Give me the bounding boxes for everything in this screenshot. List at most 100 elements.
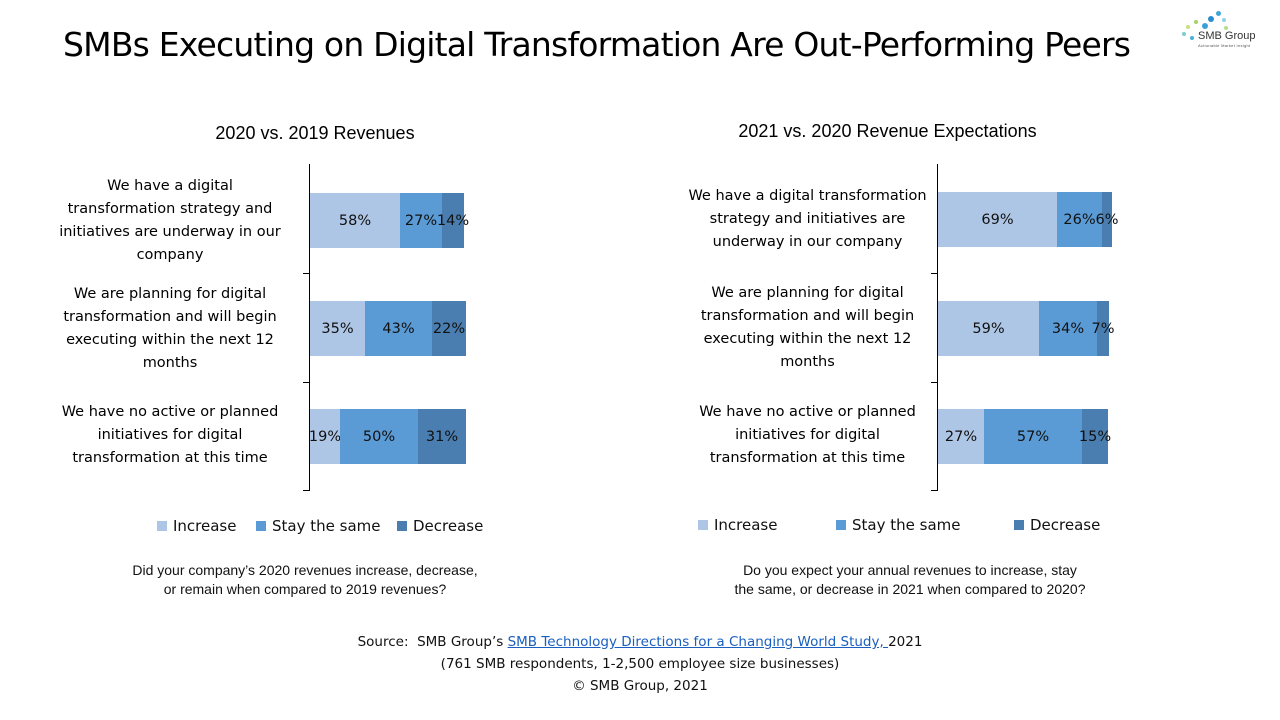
right-y-axis bbox=[937, 164, 938, 491]
legend-label: Decrease bbox=[413, 517, 484, 535]
data-label: 19% bbox=[308, 428, 342, 445]
left-bar-increase: 58% bbox=[310, 193, 400, 248]
left-bar-decrease: 31% bbox=[418, 409, 466, 464]
legend-label: Decrease bbox=[1030, 516, 1101, 534]
left-category-label: We are planning for digital transformati… bbox=[40, 283, 300, 375]
logo-dot bbox=[1208, 16, 1214, 22]
logo-text: SMB Group bbox=[1198, 30, 1256, 42]
logo-dot bbox=[1216, 11, 1221, 16]
right-bar-stay-same: 57% bbox=[984, 409, 1082, 464]
right-category-label: We have no active or planned initiatives… bbox=[665, 401, 950, 470]
label-line: transformation and will begin bbox=[63, 309, 277, 325]
question-line: Did your company’s 2020 revenues increas… bbox=[132, 562, 478, 578]
left-axis-tick bbox=[303, 273, 309, 274]
slide-title: SMBs Executing on Digital Transformation… bbox=[63, 25, 1131, 64]
right-axis-tick bbox=[931, 273, 937, 274]
data-label: 43% bbox=[382, 320, 415, 337]
label-line: initiatives are underway in our bbox=[59, 224, 281, 240]
left-y-axis bbox=[309, 164, 310, 491]
right-bar-increase: 27% bbox=[938, 409, 984, 464]
logo-dot bbox=[1186, 25, 1190, 29]
source-note: Source: SMB Group’s SMB Technology Direc… bbox=[200, 631, 1080, 697]
logo-tagline: Actionable Market Insight bbox=[1198, 43, 1251, 48]
left-legend-stay-same: Stay the same bbox=[256, 517, 380, 535]
left-bar-stay-same: 27% bbox=[400, 193, 442, 248]
label-line: We have no active or planned bbox=[699, 404, 916, 420]
left-chart-title: 2020 vs. 2019 Revenues bbox=[215, 123, 415, 143]
right-legend-stay-same: Stay the same bbox=[836, 516, 960, 534]
logo-dot bbox=[1182, 32, 1186, 36]
left-axis-tick bbox=[303, 490, 309, 491]
data-label: 22% bbox=[432, 320, 466, 337]
right-category-label: We have a digital transformation strateg… bbox=[665, 185, 950, 254]
smb-group-logo: SMB Group Actionable Market Insight bbox=[1178, 8, 1278, 50]
source-prefix: Source: SMB Group’s bbox=[357, 634, 508, 650]
legend-swatch-decrease bbox=[1014, 520, 1024, 530]
left-legend-decrease: Decrease bbox=[397, 517, 483, 535]
data-label: 6% bbox=[1095, 211, 1119, 228]
left-axis-tick bbox=[303, 382, 309, 383]
legend-swatch-increase bbox=[157, 521, 167, 531]
label-line: executing within the next 12 bbox=[703, 331, 912, 347]
right-bar-decrease: 6% bbox=[1096, 192, 1119, 247]
data-label: 35% bbox=[321, 320, 354, 337]
label-line: We are planning for digital bbox=[73, 286, 267, 302]
label-line: We have a digital bbox=[107, 178, 233, 194]
left-bar-stay-same: 50% bbox=[340, 409, 418, 464]
left-bar-increase: 35% bbox=[310, 301, 365, 356]
logo-dot bbox=[1194, 20, 1198, 24]
label-line: transformation at this time bbox=[709, 450, 906, 466]
question-line: or remain when compared to 2019 revenues… bbox=[163, 581, 447, 597]
left-bar-decrease: 14% bbox=[437, 193, 469, 248]
legend-label: Stay the same bbox=[272, 517, 381, 535]
data-label: 15% bbox=[1078, 428, 1112, 445]
data-label: 69% bbox=[981, 211, 1014, 228]
logo-dot bbox=[1190, 36, 1194, 40]
legend-swatch-decrease bbox=[397, 521, 407, 531]
left-legend-increase: Increase bbox=[157, 517, 236, 535]
study-link[interactable]: SMB Technology Directions for a Changing… bbox=[507, 634, 889, 650]
data-label: 14% bbox=[436, 212, 470, 229]
left-survey-question: Did your company’s 2020 revenues increas… bbox=[80, 561, 530, 599]
left-category-label: We have no active or planned initiatives… bbox=[40, 401, 300, 470]
source-year: 2021 bbox=[888, 634, 923, 650]
label-line: months bbox=[142, 355, 198, 371]
logo-dot bbox=[1224, 26, 1228, 30]
right-bar-increase: 59% bbox=[938, 301, 1039, 356]
copyright: © SMB Group, 2021 bbox=[572, 678, 708, 694]
label-line: months bbox=[780, 354, 835, 370]
label-line: company bbox=[136, 247, 204, 263]
label-line: underway in our company bbox=[712, 234, 903, 250]
right-axis-tick bbox=[931, 490, 937, 491]
data-label: 27% bbox=[944, 428, 978, 445]
label-line: initiatives for digital bbox=[735, 427, 880, 443]
left-bar-increase: 19% bbox=[308, 409, 342, 464]
data-label: 50% bbox=[362, 428, 396, 445]
label-line: We have no active or planned bbox=[61, 404, 279, 420]
source-line-2: (761 SMB respondents, 1-2,500 employee s… bbox=[440, 656, 840, 672]
right-bar-decrease: 15% bbox=[1078, 409, 1112, 464]
right-bar-increase: 69% bbox=[938, 192, 1057, 247]
label-line: strategy and initiatives are bbox=[709, 211, 906, 227]
source-line-1: Source: SMB Group’s SMB Technology Direc… bbox=[200, 631, 1080, 653]
right-survey-question: Do you expect your annual revenues to in… bbox=[680, 561, 1140, 599]
data-label: 7% bbox=[1091, 320, 1115, 337]
right-axis-tick bbox=[931, 382, 937, 383]
question-line: the same, or decrease in 2021 when compa… bbox=[734, 581, 1086, 597]
legend-swatch-increase bbox=[698, 520, 708, 530]
label-line: We are planning for digital bbox=[711, 285, 904, 301]
legend-label: Stay the same bbox=[852, 516, 961, 534]
label-line: transformation strategy and bbox=[67, 201, 273, 217]
legend-label: Increase bbox=[714, 516, 778, 534]
legend-swatch-stay-same bbox=[836, 520, 846, 530]
logo-dot bbox=[1202, 23, 1208, 29]
label-line: transformation and will begin bbox=[700, 308, 915, 324]
data-label: 26% bbox=[1063, 211, 1096, 228]
left-category-label: We have a digital transformation strateg… bbox=[40, 175, 300, 267]
data-label: 34% bbox=[1051, 320, 1085, 337]
data-label: 58% bbox=[338, 212, 372, 229]
left-bar-decrease: 22% bbox=[432, 301, 466, 356]
right-category-label: We are planning for digital transformati… bbox=[665, 282, 950, 374]
right-legend-decrease: Decrease bbox=[1014, 516, 1100, 534]
left-bar-stay-same: 43% bbox=[365, 301, 432, 356]
